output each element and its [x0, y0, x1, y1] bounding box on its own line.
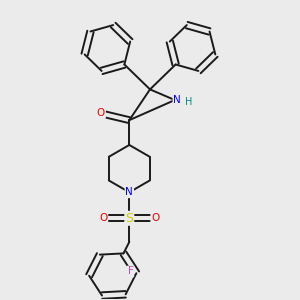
Text: O: O: [151, 213, 159, 223]
Text: S: S: [125, 212, 133, 225]
Text: O: O: [97, 108, 105, 118]
Text: F: F: [128, 266, 134, 277]
Text: N: N: [125, 187, 133, 197]
Text: H: H: [185, 97, 192, 107]
Text: N: N: [173, 95, 181, 105]
Text: O: O: [99, 213, 107, 223]
